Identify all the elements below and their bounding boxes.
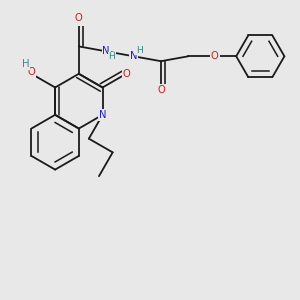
- Text: H: H: [136, 46, 142, 55]
- Text: N: N: [130, 51, 137, 61]
- Text: N: N: [103, 46, 110, 56]
- Text: O: O: [157, 85, 165, 95]
- Text: H: H: [108, 52, 115, 61]
- Text: H: H: [22, 59, 30, 70]
- Text: O: O: [28, 67, 35, 77]
- Text: O: O: [122, 69, 130, 79]
- Text: N: N: [99, 110, 106, 120]
- Text: O: O: [75, 13, 83, 23]
- Text: O: O: [211, 51, 219, 61]
